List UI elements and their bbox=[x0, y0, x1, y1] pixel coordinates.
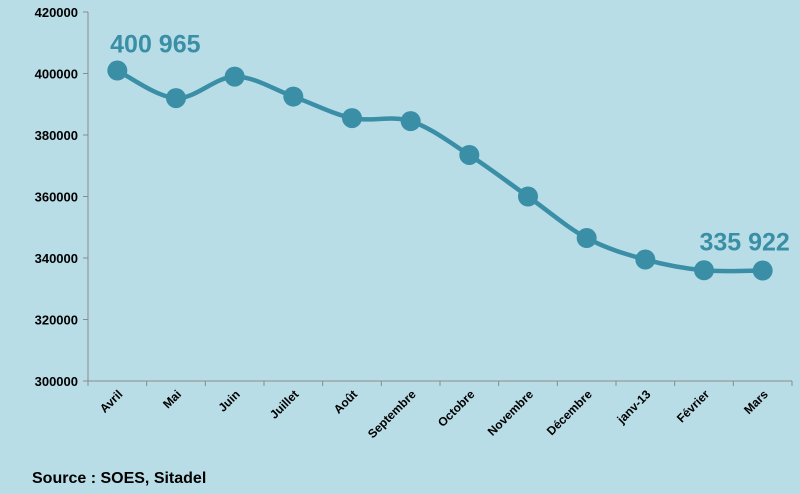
series-line bbox=[116, 68, 763, 274]
value-annotation: 400 965 bbox=[110, 31, 200, 59]
y-tick-label: 360000 bbox=[35, 190, 78, 205]
data-point-8 bbox=[518, 186, 538, 207]
data-point-7 bbox=[459, 144, 480, 165]
x-axis-ticks: Avril Mai Juin Juillet Août Septembre Octobre N… bbox=[87, 381, 793, 441]
data-point-11 bbox=[694, 260, 714, 281]
y-tick-label: 300000 bbox=[35, 374, 78, 389]
y-tick-label: 380000 bbox=[35, 128, 78, 143]
x-tick-label: Avril bbox=[97, 387, 125, 415]
x-tick-label: Juillet bbox=[267, 387, 301, 421]
x-tick-label: janv-13 bbox=[614, 387, 654, 427]
data-point-10 bbox=[635, 249, 656, 270]
y-axis-ticks: 300000 320000 340000 360000 380000 400000 4200… bbox=[35, 5, 88, 389]
data-point-2 bbox=[166, 88, 186, 109]
y-tick-label: 320000 bbox=[35, 313, 78, 328]
data-point-5 bbox=[342, 108, 362, 129]
axes bbox=[87, 12, 792, 382]
y-tick-label: 340000 bbox=[35, 251, 78, 266]
x-tick-label: Décembre bbox=[544, 387, 595, 438]
x-tick-label: Octobre bbox=[435, 387, 478, 430]
series-line-group bbox=[107, 60, 773, 281]
x-tick-label: Février bbox=[674, 387, 712, 425]
x-tick-label: Novembre bbox=[485, 387, 537, 439]
x-tick-label: Juin bbox=[215, 387, 242, 414]
x-tick-label: Mars bbox=[741, 387, 771, 417]
y-tick-label: 420000 bbox=[35, 5, 78, 20]
data-point-12 bbox=[752, 260, 773, 281]
x-tick-label: Septembre bbox=[365, 387, 419, 441]
data-point-4 bbox=[283, 86, 304, 107]
y-tick-label: 400000 bbox=[35, 67, 78, 82]
x-tick-label: Mai bbox=[160, 387, 184, 411]
data-point-1 bbox=[107, 60, 128, 81]
data-point-9 bbox=[576, 228, 597, 249]
source-note: Source : SOES, Sitadel bbox=[32, 470, 206, 487]
annotations: 400 965 335 922 bbox=[110, 31, 790, 257]
value-annotation: 335 922 bbox=[699, 229, 789, 257]
data-point-6 bbox=[400, 111, 421, 132]
x-tick-label: Août bbox=[331, 387, 360, 416]
data-point-3 bbox=[224, 66, 245, 87]
